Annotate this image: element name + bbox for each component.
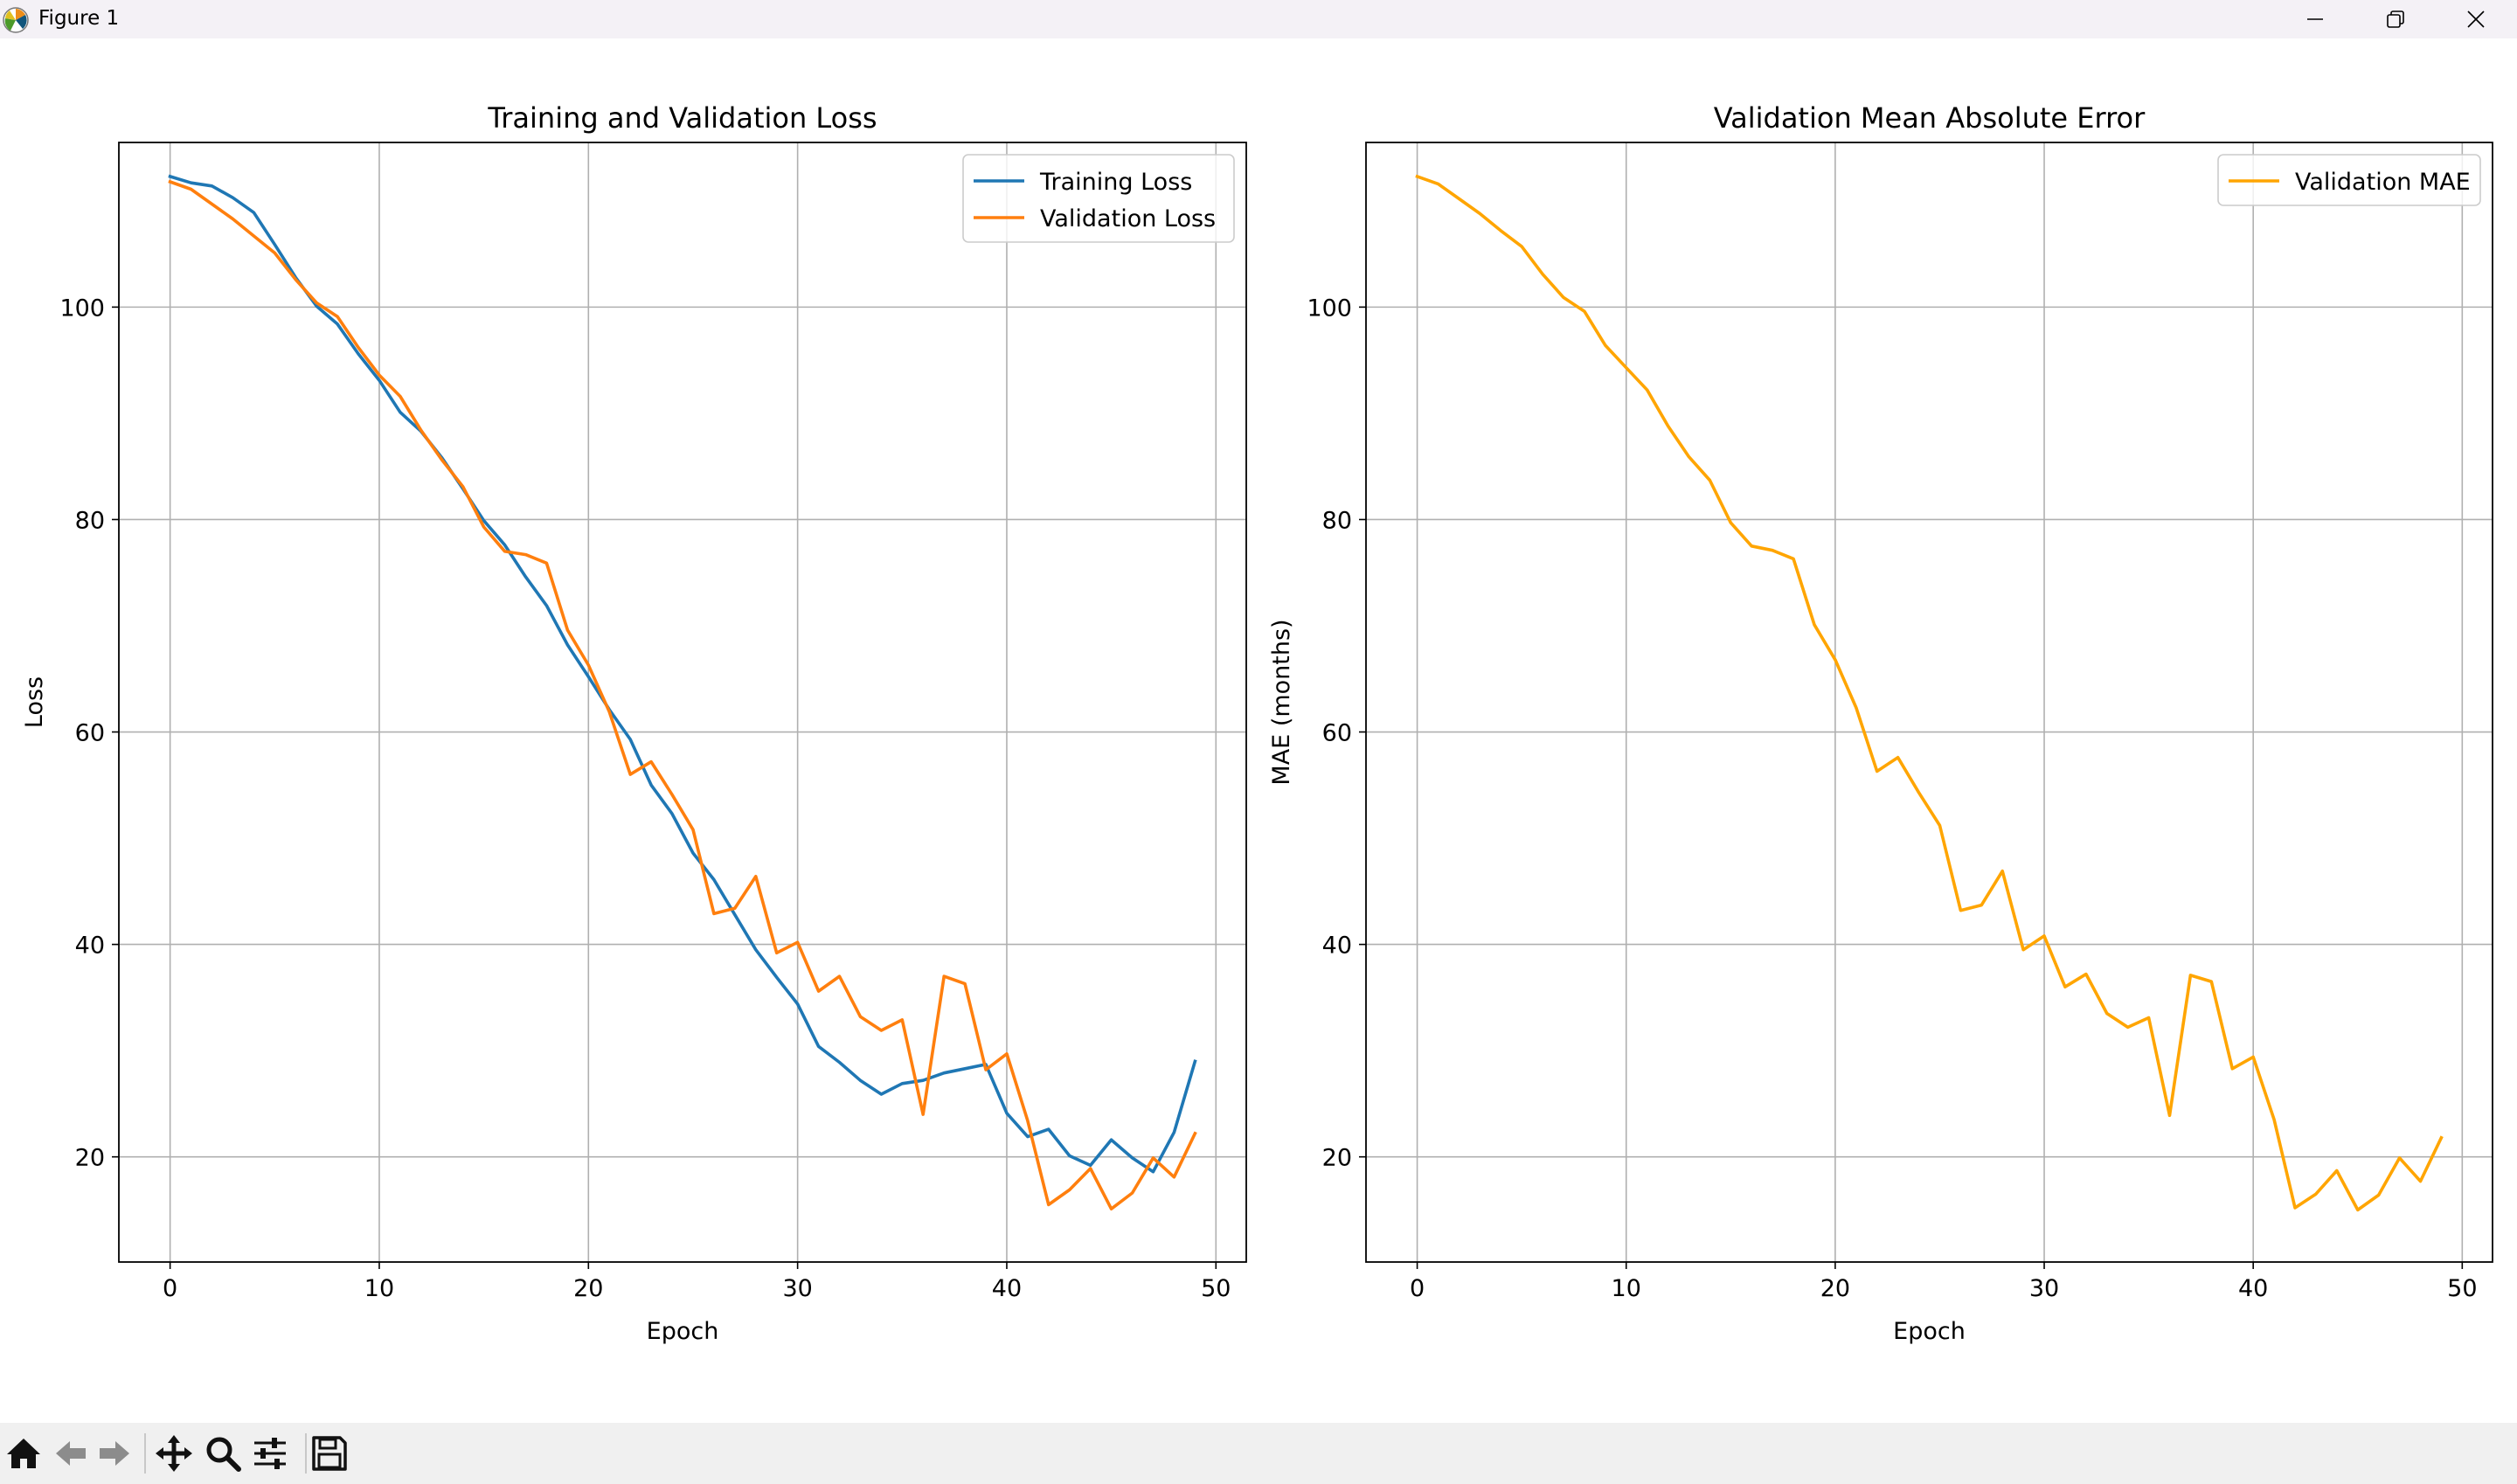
x-tick-label: 30 xyxy=(782,1275,812,1302)
legend-label: Training Loss xyxy=(1039,169,1192,196)
x-tick-label: 20 xyxy=(1820,1275,1850,1302)
mae-chart-title: Validation Mean Absolute Error xyxy=(1714,101,2146,135)
window-title: Figure 1 xyxy=(38,7,120,30)
x-tick-label: 0 xyxy=(1410,1275,1425,1302)
x-axis-label: Epoch xyxy=(647,1318,719,1345)
zoom-magnifier-icon xyxy=(206,1437,241,1472)
home-icon xyxy=(7,1439,40,1468)
pan-button[interactable] xyxy=(154,1433,194,1474)
pan-move-icon xyxy=(156,1435,192,1472)
x-tick-label: 10 xyxy=(1612,1275,1641,1302)
y-tick-label: 40 xyxy=(1322,933,1352,960)
legend-label: Validation MAE xyxy=(2295,169,2471,196)
maximize-button[interactable] xyxy=(2356,0,2435,38)
legend-box xyxy=(962,154,1235,243)
minimize-icon xyxy=(2307,18,2323,20)
back-button[interactable] xyxy=(51,1433,91,1474)
legend: Training Loss Validation Loss xyxy=(962,154,1235,243)
y-axis-label: MAE (months) xyxy=(1268,619,1295,785)
x-tick-label: 20 xyxy=(573,1275,603,1302)
navigation-toolbar xyxy=(0,1423,2517,1484)
configure-subplots-button[interactable] xyxy=(250,1433,290,1474)
x-tick-label: 40 xyxy=(992,1275,1022,1302)
legend-box xyxy=(2217,154,2481,206)
x-tick-label: 10 xyxy=(364,1275,394,1302)
y-axis-label: Loss xyxy=(21,676,48,728)
x-tick-label: 30 xyxy=(2029,1275,2059,1302)
minimize-button[interactable] xyxy=(2276,0,2354,38)
forward-button[interactable] xyxy=(94,1433,135,1474)
legend: Validation MAE xyxy=(2217,154,2481,206)
series-line-training-loss xyxy=(168,174,1197,1174)
y-tick-label: 100 xyxy=(1307,295,1352,322)
y-tick-label: 100 xyxy=(59,295,105,322)
loss-subplot: 0 10 20 30 40 50 20 40 60 80 100 Training and Valid… xyxy=(21,101,1247,1345)
y-tick-label: 20 xyxy=(1322,1145,1352,1172)
x-tick-label: 50 xyxy=(2447,1275,2477,1302)
forward-arrow-icon xyxy=(100,1441,129,1466)
toolbar-separator xyxy=(144,1433,146,1474)
y-tick-label: 60 xyxy=(75,720,105,747)
x-axis-label: Epoch xyxy=(1893,1318,1966,1345)
save-button[interactable] xyxy=(309,1433,350,1474)
maximize-icon xyxy=(2387,10,2404,28)
series-line-validation-loss xyxy=(168,179,1197,1210)
configure-subplots-icon xyxy=(254,1438,286,1469)
back-arrow-icon xyxy=(56,1441,86,1466)
close-button[interactable] xyxy=(2437,0,2515,38)
window-titlebar: Figure 1 xyxy=(0,0,2517,38)
y-tick-label: 20 xyxy=(75,1145,105,1172)
mae-subplot: 0 10 20 30 40 50 20 40 60 80 100 Validation Mean Ab… xyxy=(1268,101,2493,1345)
y-tick-label: 80 xyxy=(75,507,105,534)
loss-chart-title: Training and Validation Loss xyxy=(487,101,877,135)
axes-frame xyxy=(1365,142,2493,1263)
save-floppy-icon xyxy=(312,1436,347,1471)
home-button[interactable] xyxy=(3,1433,44,1474)
matplotlib-logo-icon xyxy=(3,7,29,33)
axes-frame xyxy=(118,142,1247,1263)
zoom-button[interactable] xyxy=(203,1433,243,1474)
legend-label: Validation Loss xyxy=(1040,205,1216,232)
y-tick-label: 40 xyxy=(75,933,105,960)
x-tick-label: 40 xyxy=(2238,1275,2268,1302)
toolbar-separator xyxy=(305,1433,307,1474)
y-tick-label: 80 xyxy=(1322,507,1352,534)
close-icon xyxy=(2467,10,2485,28)
x-tick-label: 0 xyxy=(163,1275,177,1302)
series-line-validation-mae xyxy=(1415,174,2444,1212)
x-tick-label: 50 xyxy=(1201,1275,1231,1302)
y-tick-label: 60 xyxy=(1322,720,1352,747)
